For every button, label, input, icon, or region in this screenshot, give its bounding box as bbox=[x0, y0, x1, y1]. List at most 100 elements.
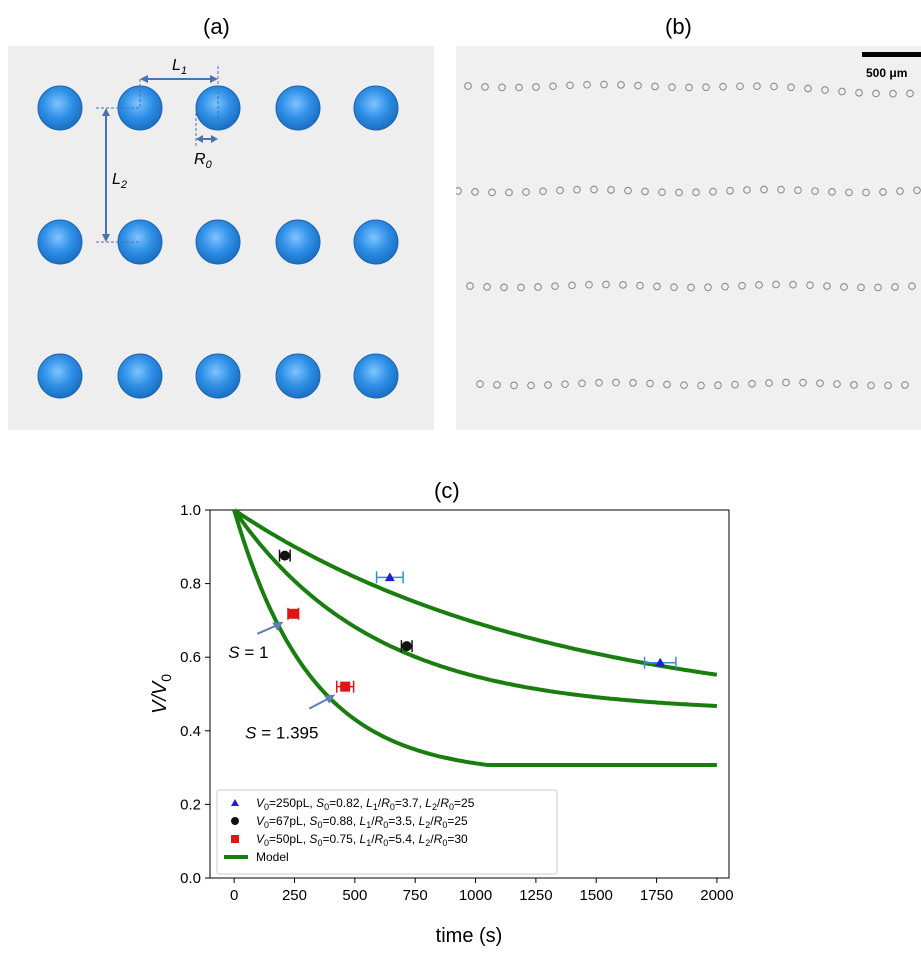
panel-label-b: (b) bbox=[665, 14, 692, 39]
micro-droplet bbox=[585, 280, 593, 289]
micro-droplet bbox=[578, 379, 586, 388]
micro-droplet bbox=[607, 185, 615, 194]
micro-droplet bbox=[534, 283, 542, 291]
micro-droplet bbox=[515, 83, 523, 92]
droplet-lattice-schematic: L1 L2 R0 bbox=[8, 46, 434, 430]
x-tick-label: 250 bbox=[282, 887, 307, 904]
micro-droplet bbox=[726, 186, 734, 195]
micro-droplet bbox=[840, 283, 848, 291]
micro-droplet bbox=[721, 282, 729, 291]
model-curve-2 bbox=[232, 508, 717, 708]
micro-droplet bbox=[483, 282, 491, 291]
micro-droplet bbox=[522, 188, 530, 196]
micro-droplet bbox=[568, 281, 576, 290]
droplet bbox=[195, 353, 241, 399]
micro-droplet bbox=[913, 186, 921, 195]
x-tick-label: 500 bbox=[342, 887, 367, 904]
micro-droplet bbox=[804, 84, 812, 93]
panel-label-c: (c) bbox=[434, 478, 460, 503]
micro-droplet bbox=[760, 185, 768, 194]
micro-droplet bbox=[556, 186, 564, 195]
micro-droplet bbox=[527, 381, 535, 390]
micro-droplet bbox=[755, 281, 763, 289]
micro-droplet bbox=[466, 282, 474, 290]
scale-bar-label: 500 μm bbox=[866, 66, 907, 80]
data-point-series-3 bbox=[340, 681, 351, 692]
micro-droplet bbox=[617, 80, 625, 89]
micro-droplet bbox=[838, 87, 846, 96]
micro-droplet bbox=[590, 185, 598, 194]
micro-droplet bbox=[872, 89, 880, 98]
micro-droplet bbox=[884, 381, 892, 390]
micro-droplet bbox=[634, 81, 642, 90]
micro-droplet bbox=[891, 283, 899, 291]
micro-droplet bbox=[823, 282, 831, 290]
micro-droplet bbox=[906, 89, 914, 98]
micro-droplet bbox=[770, 82, 778, 91]
droplet bbox=[37, 219, 83, 265]
micro-droplet bbox=[748, 379, 756, 388]
x-tick-label: 0 bbox=[230, 887, 238, 904]
micro-droplet bbox=[833, 380, 841, 388]
micro-droplet bbox=[670, 283, 678, 292]
micro-droplet bbox=[901, 381, 909, 389]
micro-droplet bbox=[777, 185, 785, 194]
micro-droplet bbox=[602, 280, 610, 289]
x-axis-label: time (s) bbox=[436, 925, 503, 947]
micro-droplet bbox=[867, 381, 875, 390]
droplet bbox=[275, 219, 321, 265]
droplet bbox=[37, 85, 83, 131]
lattice-svg: L1 L2 R0 bbox=[37, 57, 399, 399]
droplet bbox=[195, 219, 241, 265]
legend: V0=250pL, S0=0.82, L1/R0=3.7, L2/R0=25 V0… bbox=[216, 789, 558, 875]
micro-droplet bbox=[624, 186, 632, 195]
volume-ratio-chart: 0 250 500 750 1000 1250 1500 1750 2000 0.0 0.2 0.4 0… bbox=[140, 470, 921, 949]
annotation-1: S = 1 bbox=[228, 621, 284, 662]
micro-droplet bbox=[787, 83, 795, 92]
micro-droplet bbox=[488, 188, 496, 197]
micro-droplet bbox=[782, 378, 790, 387]
panel-label-a: (a) bbox=[203, 14, 230, 39]
micro-droplet bbox=[731, 380, 739, 389]
x-tick-label: 1750 bbox=[640, 887, 673, 904]
x-tick-label: 1500 bbox=[580, 887, 613, 904]
micro-droplet bbox=[799, 378, 807, 387]
micro-droplet bbox=[908, 282, 916, 291]
micro-droplet bbox=[874, 283, 882, 292]
droplet bbox=[117, 353, 163, 399]
droplet bbox=[353, 219, 399, 265]
x-tick-label: 1250 bbox=[519, 887, 552, 904]
micro-droplet bbox=[658, 188, 666, 197]
micro-droplet bbox=[765, 379, 773, 387]
micro-droplet bbox=[663, 380, 671, 389]
r0-dimension: R0 bbox=[194, 108, 218, 171]
legend-entry-2: V0=67pL, S0=0.88, L1/R0=3.5, L2/R0=25 bbox=[256, 814, 468, 830]
micro-droplet bbox=[544, 381, 552, 389]
y-tick-label: 0.0 bbox=[180, 870, 201, 887]
y-tick-label: 1.0 bbox=[180, 502, 201, 519]
y-tick-label: 0.4 bbox=[180, 723, 201, 740]
micro-droplet bbox=[505, 188, 513, 197]
micro-droplet bbox=[481, 82, 489, 91]
micro-droplet bbox=[821, 86, 829, 94]
micro-droplet bbox=[697, 381, 705, 390]
legend-entry-1: V0=250pL, S0=0.82, L1/R0=3.7, L2/R0=25 bbox=[256, 796, 475, 812]
x-tick-label: 2000 bbox=[700, 887, 733, 904]
chart-svg: 0 250 500 750 1000 1250 1500 1750 2000 0.0 0.2 0.4 0… bbox=[149, 502, 734, 947]
droplet bbox=[353, 85, 399, 131]
data-point-series-1 bbox=[655, 657, 666, 667]
micro-droplet bbox=[595, 378, 603, 387]
micro-droplet bbox=[685, 83, 693, 92]
micro-droplet bbox=[736, 82, 744, 91]
micro-droplet bbox=[651, 82, 659, 91]
legend-entry-3: V0=50pL, S0=0.75, L1/R0=5.4, L2/R0=30 bbox=[256, 832, 468, 848]
svg-text:S = 1.395: S = 1.395 bbox=[245, 724, 318, 743]
y-tick-label: 0.6 bbox=[180, 649, 201, 666]
micro-droplet bbox=[539, 187, 547, 196]
micro-droplet bbox=[636, 281, 644, 290]
micro-droplet bbox=[517, 283, 525, 292]
micro-droplet bbox=[806, 281, 814, 290]
micro-droplet bbox=[702, 83, 710, 92]
micro-droplet bbox=[692, 188, 700, 197]
micro-droplet bbox=[641, 187, 649, 196]
